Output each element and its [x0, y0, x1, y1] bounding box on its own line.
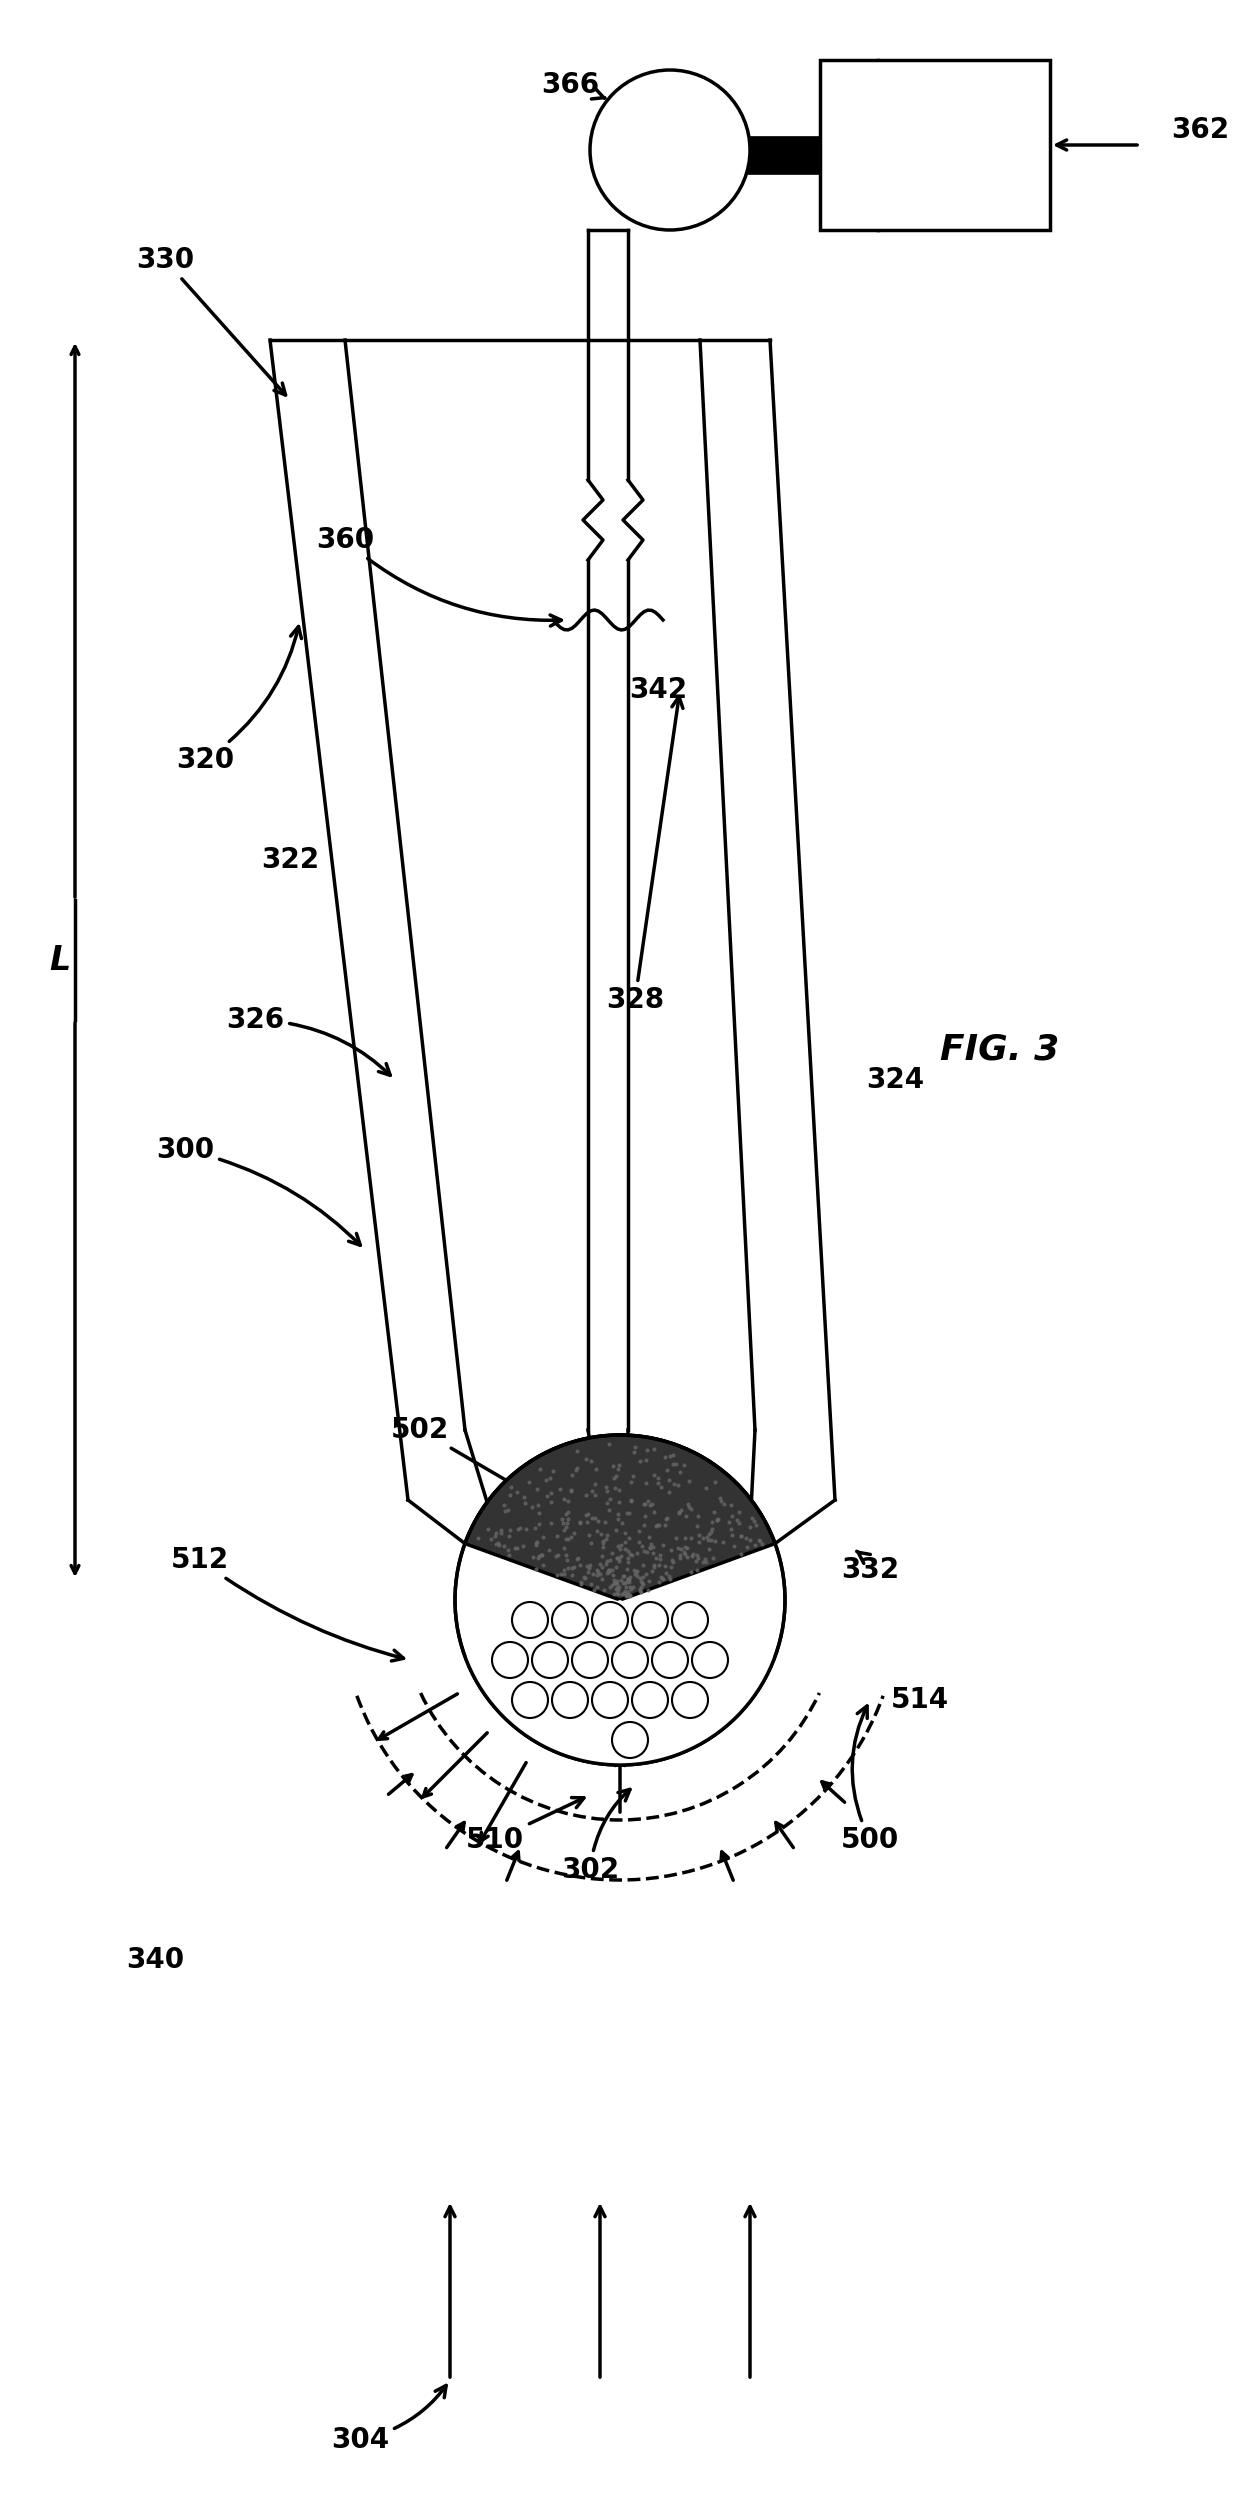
Text: 500: 500 — [841, 1705, 899, 1855]
Bar — [750, 140, 820, 170]
Circle shape — [532, 1642, 568, 1677]
Text: 360: 360 — [316, 527, 562, 626]
Circle shape — [455, 1435, 785, 1765]
Text: L: L — [50, 943, 71, 976]
Circle shape — [672, 1682, 708, 1717]
Text: 326: 326 — [226, 1006, 391, 1076]
Text: 342: 342 — [629, 676, 687, 704]
Circle shape — [632, 1602, 668, 1637]
Text: 510: 510 — [466, 1797, 584, 1855]
Text: 302: 302 — [560, 1790, 630, 1884]
Text: 330: 330 — [136, 247, 285, 394]
Text: 340: 340 — [126, 1947, 184, 1974]
Circle shape — [613, 1722, 649, 1757]
Text: 304: 304 — [331, 2386, 446, 2454]
Text: 362: 362 — [1171, 115, 1229, 145]
Circle shape — [613, 1642, 649, 1677]
Text: 364: 364 — [929, 127, 998, 162]
Circle shape — [652, 1642, 688, 1677]
Text: 300: 300 — [156, 1136, 361, 1246]
Circle shape — [552, 1682, 588, 1717]
Text: 366: 366 — [541, 70, 605, 100]
Circle shape — [552, 1602, 588, 1637]
Text: 328: 328 — [606, 696, 683, 1013]
Text: 322: 322 — [260, 846, 319, 874]
Text: 324: 324 — [866, 1066, 924, 1093]
Circle shape — [672, 1602, 708, 1637]
Circle shape — [572, 1642, 608, 1677]
Circle shape — [512, 1682, 548, 1717]
Wedge shape — [465, 1435, 775, 1600]
Circle shape — [591, 1602, 627, 1637]
Text: 502: 502 — [391, 1415, 534, 1498]
Wedge shape — [465, 1600, 775, 1765]
Circle shape — [590, 70, 750, 230]
Circle shape — [632, 1682, 668, 1717]
Text: 512: 512 — [171, 1545, 403, 1660]
Text: 320: 320 — [176, 626, 301, 774]
Bar — [820, 60, 1050, 230]
Circle shape — [692, 1642, 728, 1677]
Text: 514: 514 — [890, 1685, 949, 1715]
Text: 332: 332 — [841, 1550, 899, 1585]
Circle shape — [512, 1602, 548, 1637]
Circle shape — [492, 1642, 528, 1677]
Circle shape — [591, 1682, 627, 1717]
Text: FIG. 3: FIG. 3 — [940, 1033, 1060, 1066]
